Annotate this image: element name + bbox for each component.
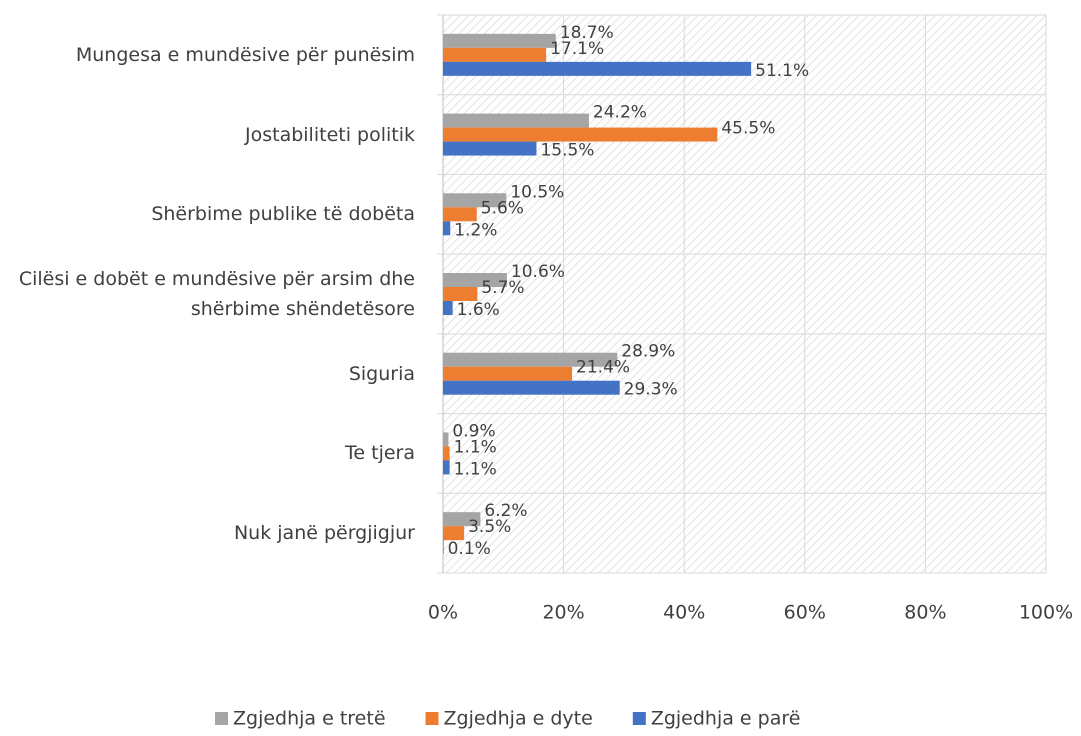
bar xyxy=(443,47,547,62)
bar xyxy=(443,526,465,541)
legend-swatch xyxy=(632,712,646,725)
bar xyxy=(443,33,556,48)
data-label: 10.5% xyxy=(510,182,564,202)
bar xyxy=(443,352,618,367)
data-label: 6.2% xyxy=(484,501,527,521)
y-tick-label: Siguria xyxy=(348,362,415,385)
data-label: 18.7% xyxy=(560,23,614,43)
data-label: 5.6% xyxy=(481,198,524,218)
legend-label: Zgjedhja e parë xyxy=(651,708,801,730)
bar xyxy=(443,287,478,301)
x-tick-label: 80% xyxy=(904,602,946,624)
bar xyxy=(443,446,450,461)
data-label: 1.6% xyxy=(457,300,500,320)
data-label: 29.3% xyxy=(624,380,678,400)
bar xyxy=(443,380,620,395)
data-label: 10.6% xyxy=(511,262,565,282)
data-label: 5.7% xyxy=(481,278,524,298)
y-tick-label: Jostabiliteti politik xyxy=(245,123,415,146)
data-label: 0.9% xyxy=(452,421,495,441)
y-tick-label: Shërbime publike të dobëta xyxy=(151,203,415,226)
y-tick-label: Mungesa e mundësive për punësim xyxy=(75,43,415,66)
bar xyxy=(443,540,444,555)
x-tick-label: 60% xyxy=(784,602,826,624)
x-tick-label: 100% xyxy=(1019,602,1073,624)
data-label: 15.5% xyxy=(540,141,594,161)
legend-swatch xyxy=(425,712,439,725)
bar xyxy=(443,193,507,208)
x-tick-label: 20% xyxy=(542,602,584,624)
data-label: 0.1% xyxy=(448,539,491,559)
legend-label: Zgjedhja e dyte xyxy=(444,708,593,730)
y-tick-label: Nuk janë përgjigjur xyxy=(233,522,415,545)
plot-background xyxy=(443,15,1046,573)
x-tick-label: 40% xyxy=(663,602,705,624)
data-label: 45.5% xyxy=(721,119,775,139)
bar xyxy=(443,366,573,381)
data-label: 1.1% xyxy=(454,437,497,457)
legend-label: Zgjedhja e tretë xyxy=(233,708,386,730)
bar xyxy=(443,301,453,315)
bar xyxy=(443,127,718,142)
data-label: 24.2% xyxy=(593,103,647,123)
bar xyxy=(443,512,481,527)
data-label: 21.4% xyxy=(576,358,630,378)
bar xyxy=(443,113,589,128)
y-tick-label: Te tjera xyxy=(345,442,415,465)
data-label: 17.1% xyxy=(550,39,604,59)
bar xyxy=(443,273,507,287)
data-label: 51.1% xyxy=(755,61,809,81)
data-label: 1.2% xyxy=(454,220,497,240)
bar xyxy=(443,221,451,236)
bar xyxy=(443,432,449,447)
data-label: 1.1% xyxy=(454,459,497,479)
legend-swatch xyxy=(215,712,228,725)
data-label: 28.9% xyxy=(621,342,675,362)
x-tick-label: 0% xyxy=(428,602,458,624)
bar xyxy=(443,207,477,222)
y-tick-label: Cilësi e dobët e mundësive për arsim dhe… xyxy=(18,268,415,320)
data-label: 3.5% xyxy=(468,517,511,537)
bar xyxy=(443,61,752,76)
bar xyxy=(443,460,450,475)
bar xyxy=(443,141,537,156)
